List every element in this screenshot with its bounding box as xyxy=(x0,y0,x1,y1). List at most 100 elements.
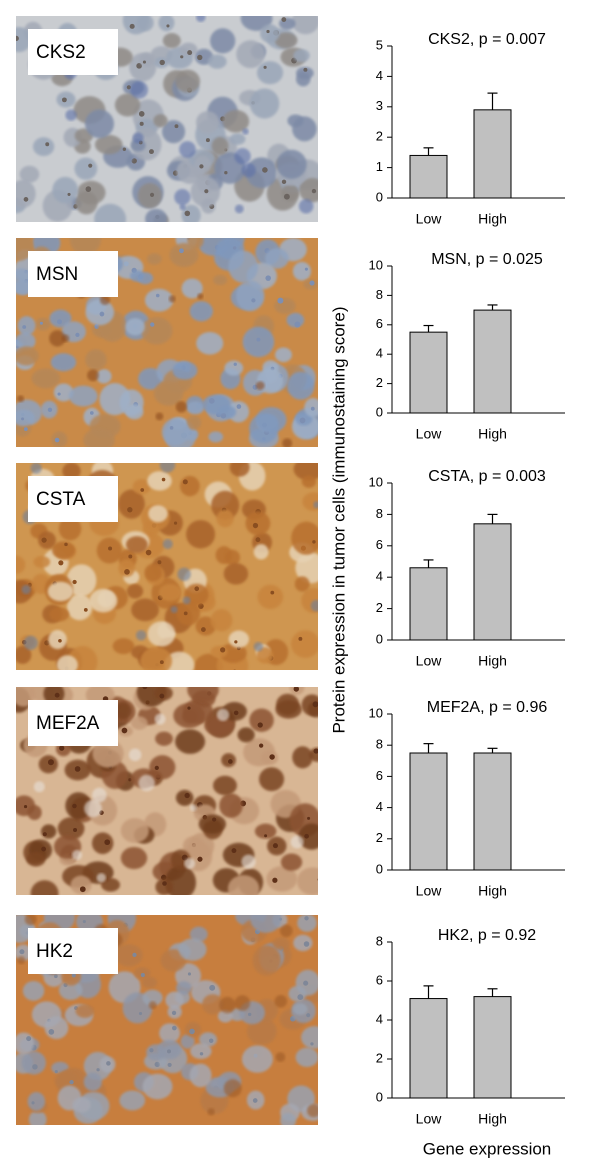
cell xyxy=(297,915,317,932)
cell xyxy=(65,792,92,820)
cell xyxy=(304,398,318,417)
image-label: MEF2A xyxy=(36,713,100,734)
stain-spot xyxy=(99,294,111,306)
cell xyxy=(31,368,61,389)
nucleolus xyxy=(205,138,210,143)
nucleolus xyxy=(181,854,188,861)
cell xyxy=(164,651,195,670)
nucleolus xyxy=(252,522,259,529)
x-tick-label: Low xyxy=(416,1111,443,1127)
stain-spot xyxy=(33,781,45,793)
cell xyxy=(147,621,176,647)
cell xyxy=(211,137,229,156)
cell xyxy=(252,945,281,976)
bar xyxy=(473,309,512,414)
nucleolus xyxy=(204,189,209,194)
cell xyxy=(260,750,279,766)
stain-spot xyxy=(162,539,173,550)
cell xyxy=(145,208,168,222)
nucleolus xyxy=(304,267,308,271)
cell xyxy=(99,383,131,416)
nucleolus xyxy=(297,994,304,1001)
cell xyxy=(242,326,275,358)
y-tick-label: 0 xyxy=(376,1089,383,1104)
cell xyxy=(254,823,277,839)
y-tick-label: 2 xyxy=(376,830,383,845)
cell xyxy=(56,655,78,670)
stain-spot xyxy=(241,162,256,178)
nucleolus xyxy=(54,1070,58,1074)
nucleolus xyxy=(159,693,165,699)
cell xyxy=(236,280,265,312)
cell xyxy=(16,27,32,53)
nucleolus xyxy=(58,560,64,566)
stain-spot xyxy=(23,635,38,651)
cell xyxy=(287,371,315,400)
image-label-box xyxy=(28,476,118,522)
bar xyxy=(473,996,512,1099)
nucleolus xyxy=(208,398,215,404)
cell xyxy=(296,867,318,895)
nucleolus xyxy=(99,311,105,317)
image-label: CKS2 xyxy=(36,42,86,63)
cell xyxy=(196,111,220,134)
cell xyxy=(212,775,237,796)
nucleolus xyxy=(256,337,261,342)
cell xyxy=(272,937,290,951)
cell xyxy=(275,347,292,363)
nucleolus xyxy=(271,911,275,915)
nucleolus xyxy=(74,766,81,772)
cell xyxy=(161,120,186,144)
stain-spot xyxy=(30,463,42,474)
nucleolus xyxy=(307,816,311,820)
y-tick-label: 4 xyxy=(376,346,383,361)
cell xyxy=(158,584,182,602)
cell xyxy=(54,1071,78,1091)
cell xyxy=(141,317,173,345)
nucleolus xyxy=(220,412,227,419)
nucleolus xyxy=(303,941,310,947)
nucleolus xyxy=(166,24,170,28)
stain-spot xyxy=(197,293,204,300)
nucleolus xyxy=(270,590,275,595)
nucleolus xyxy=(47,759,54,766)
nucleolus xyxy=(312,701,318,708)
cell xyxy=(136,16,154,32)
nucleolus xyxy=(136,63,142,69)
cell xyxy=(57,817,85,840)
cell xyxy=(153,114,168,128)
cell xyxy=(130,716,148,730)
nucleolus xyxy=(171,1025,177,1031)
y-tick-label: 5 xyxy=(376,37,383,52)
bar xyxy=(473,109,512,199)
nucleolus xyxy=(252,1098,258,1103)
stain-spot xyxy=(189,804,197,812)
cell xyxy=(190,1043,212,1060)
x-tick-label: Low xyxy=(416,426,443,442)
nucleolus xyxy=(138,111,145,117)
nucleolus xyxy=(140,488,145,492)
y-tick-label: 0 xyxy=(376,404,383,419)
cell xyxy=(53,383,74,402)
cell xyxy=(35,317,51,331)
stain-spot xyxy=(72,849,83,860)
nucleolus xyxy=(171,1010,177,1016)
stain-spot xyxy=(282,438,293,447)
cell xyxy=(246,1017,277,1046)
nucleolus xyxy=(183,611,188,616)
cell xyxy=(40,824,57,839)
cell xyxy=(155,878,174,895)
cell xyxy=(142,1073,173,1100)
nucleolus xyxy=(128,554,133,559)
nucleolus xyxy=(161,874,167,881)
cell xyxy=(16,645,32,664)
nucleolus xyxy=(277,297,284,304)
nucleolus xyxy=(48,1029,55,1035)
stain-spot xyxy=(196,16,206,22)
cell xyxy=(125,536,148,554)
nucleolus xyxy=(303,980,309,986)
nucleolus xyxy=(236,404,242,409)
cell xyxy=(33,555,51,568)
nucleolus xyxy=(71,973,76,978)
nucleolus xyxy=(197,856,203,862)
